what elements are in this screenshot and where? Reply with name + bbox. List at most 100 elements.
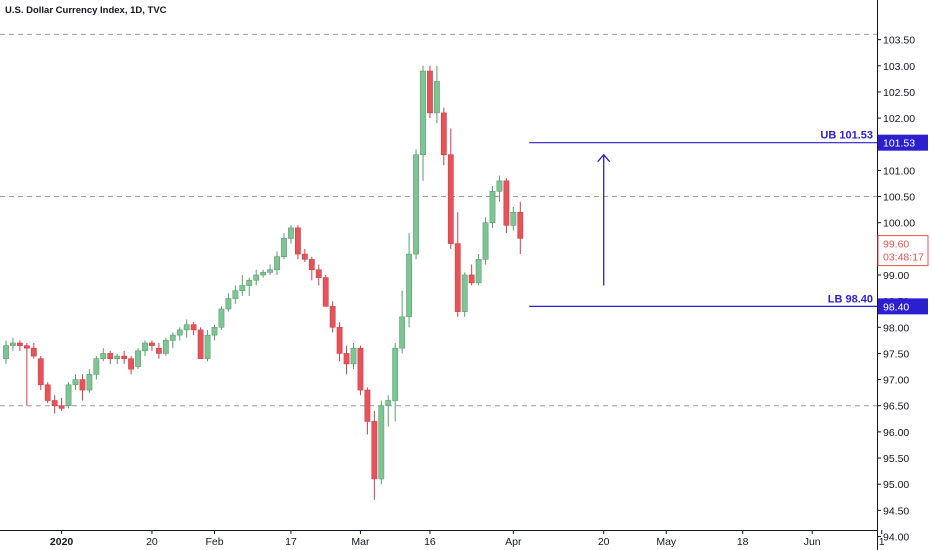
candle-up bbox=[135, 350, 141, 367]
candle-down bbox=[16, 342, 23, 346]
price-tick-label: 103.50 bbox=[883, 35, 915, 47]
time-tick-label: 20 bbox=[598, 536, 610, 548]
price-tick-label: 97.00 bbox=[883, 375, 909, 387]
lower-band-tag-label: 98.40 bbox=[883, 301, 909, 313]
price-tick-label: 99.00 bbox=[883, 270, 909, 282]
price-tick-label: 96.00 bbox=[883, 427, 909, 439]
candle-down bbox=[294, 227, 301, 255]
price-tick-label: 102.00 bbox=[883, 113, 915, 125]
time-tick-label: Mar bbox=[351, 536, 370, 548]
time-tick-label: 16 bbox=[424, 536, 436, 548]
price-tick-label: 95.50 bbox=[883, 453, 909, 465]
candle-down bbox=[51, 400, 58, 407]
candle-down bbox=[30, 347, 37, 357]
candle-up bbox=[260, 272, 267, 276]
candle-up bbox=[93, 358, 100, 375]
last-price-tag bbox=[877, 235, 929, 267]
upper-band-label: UB 101.53 bbox=[820, 130, 873, 142]
candle-down bbox=[308, 259, 315, 271]
candle-down bbox=[329, 306, 336, 328]
candle-up bbox=[413, 154, 419, 255]
candle-up bbox=[385, 400, 392, 407]
upper-band-tag-label: 101.53 bbox=[883, 138, 915, 150]
candle-up bbox=[72, 379, 79, 386]
price-tick-label: 102.50 bbox=[883, 87, 915, 99]
candle-up bbox=[378, 405, 385, 480]
candle-down bbox=[440, 112, 447, 156]
candle-down bbox=[107, 353, 114, 359]
candle-up bbox=[239, 285, 246, 291]
lower-band-tag bbox=[878, 298, 928, 315]
time-tick-label: 2020 bbox=[50, 536, 74, 548]
candle-up bbox=[100, 353, 107, 359]
candle-up bbox=[232, 290, 239, 299]
candle-down bbox=[364, 389, 371, 422]
candle-up bbox=[392, 347, 399, 401]
price-tick-label: 100.50 bbox=[883, 192, 915, 204]
candle-down bbox=[343, 353, 350, 365]
candle-up bbox=[142, 342, 148, 352]
candle-down bbox=[156, 347, 162, 354]
time-tick-label: Apr bbox=[505, 536, 522, 548]
candle-down bbox=[371, 421, 378, 480]
candle-up bbox=[274, 256, 280, 271]
candle-down bbox=[37, 358, 44, 386]
candle-up bbox=[114, 355, 121, 359]
candle-up bbox=[496, 180, 503, 192]
candle-down bbox=[197, 329, 204, 359]
candle-up bbox=[218, 308, 225, 328]
candle-up bbox=[420, 70, 426, 156]
candle-down bbox=[357, 347, 364, 391]
candle-up bbox=[86, 374, 93, 391]
candle-down bbox=[315, 269, 322, 278]
upper-band-tag bbox=[878, 134, 928, 151]
arrow-head-icon bbox=[597, 153, 611, 163]
candle-up bbox=[399, 316, 406, 349]
price-tick-label: 95.00 bbox=[883, 479, 909, 491]
price-tick-label: 94.50 bbox=[883, 505, 909, 517]
price-tick-label: 94.00 bbox=[883, 531, 909, 543]
candle-down bbox=[128, 358, 134, 370]
candle-down bbox=[517, 211, 524, 239]
time-tick-label: 1 bbox=[879, 536, 885, 548]
time-tick-label: 17 bbox=[285, 536, 297, 548]
candle-down bbox=[149, 342, 155, 346]
candle-up bbox=[267, 269, 273, 273]
price-tick-label: 101.00 bbox=[883, 165, 915, 177]
candle-up bbox=[350, 347, 357, 365]
candle-up bbox=[461, 274, 468, 312]
candle-down bbox=[454, 243, 461, 312]
time-tick-label: 18 bbox=[737, 536, 749, 548]
candle-up bbox=[169, 334, 176, 341]
candle-up bbox=[211, 326, 218, 336]
candle-down bbox=[322, 277, 329, 307]
candle-up bbox=[3, 345, 9, 359]
time-tick-label: Jun bbox=[804, 536, 821, 548]
candle-down bbox=[44, 384, 51, 401]
candle-up bbox=[225, 298, 232, 310]
candle-down bbox=[23, 345, 30, 349]
candle-up bbox=[204, 334, 211, 359]
candle-up bbox=[482, 222, 489, 260]
candle-down bbox=[301, 253, 308, 260]
candle-up bbox=[246, 279, 253, 286]
price-tick-label: 103.00 bbox=[883, 61, 915, 73]
candle-down bbox=[468, 274, 475, 284]
candle-up bbox=[489, 191, 496, 223]
price-tick-label: 97.50 bbox=[883, 348, 909, 360]
candle-up bbox=[433, 81, 440, 114]
candle-up bbox=[176, 329, 183, 336]
plot-area bbox=[0, 0, 877, 530]
candle-down bbox=[58, 405, 65, 409]
countdown-label: 03:48:17 bbox=[883, 252, 924, 264]
candle-down bbox=[121, 355, 128, 359]
candle-up bbox=[406, 253, 412, 318]
candle-up bbox=[183, 324, 190, 331]
candle-up bbox=[253, 274, 260, 281]
candle-up bbox=[475, 259, 482, 284]
time-tick-label: Feb bbox=[205, 536, 223, 548]
price-tick-label: 98.00 bbox=[883, 322, 909, 334]
price-tick-label: 100.00 bbox=[883, 218, 915, 230]
